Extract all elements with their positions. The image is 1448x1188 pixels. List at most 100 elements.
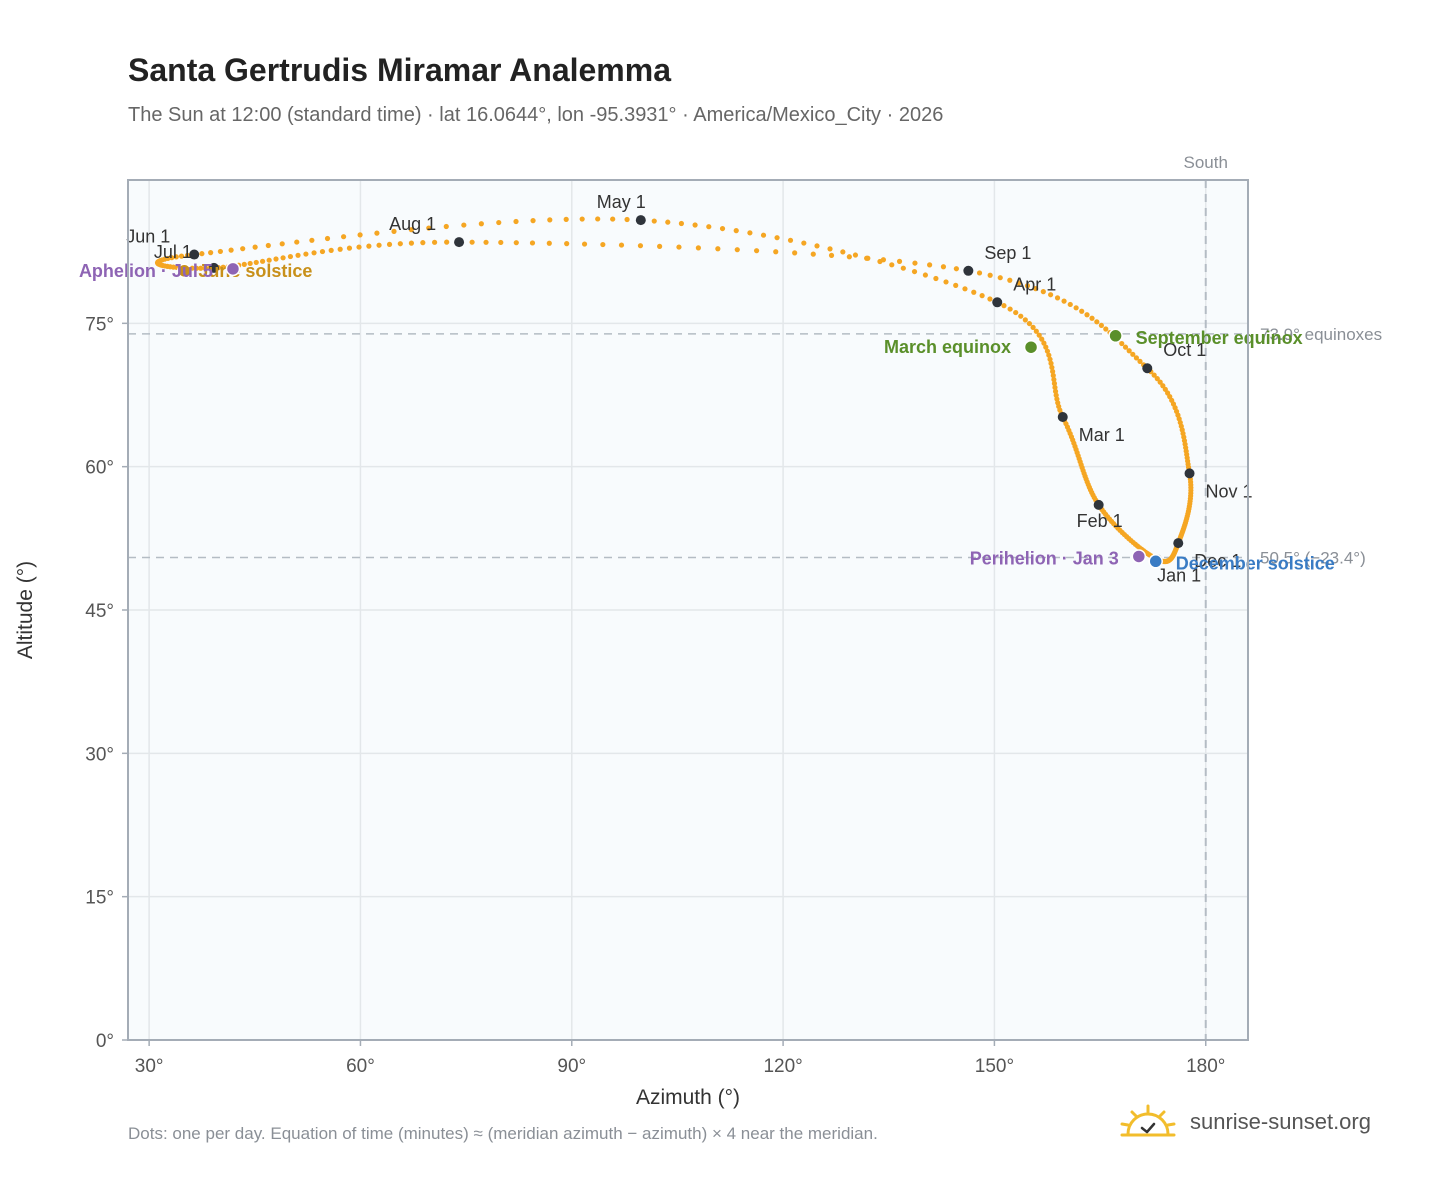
day-dot	[734, 247, 740, 253]
day-dot	[240, 246, 246, 252]
day-dot	[247, 260, 253, 267]
day-dot	[426, 225, 432, 231]
day-dot	[431, 239, 438, 245]
day-dot	[1047, 356, 1053, 362]
day-dot	[346, 245, 353, 251]
day-dot	[657, 243, 663, 249]
day-dot	[443, 223, 449, 230]
day-dot	[595, 216, 601, 222]
day-dot	[178, 253, 185, 259]
day-dot	[1051, 376, 1057, 383]
day-dot	[513, 240, 519, 246]
event-label: December solstice	[1176, 553, 1335, 573]
day-dot	[637, 243, 644, 249]
x-tick-label: 90°	[557, 1056, 586, 1077]
event-marker	[225, 261, 241, 277]
day-dot	[337, 246, 343, 252]
day-dot	[1050, 368, 1056, 375]
day-dot	[356, 244, 362, 250]
event-marker	[177, 263, 192, 279]
day-dot	[1007, 306, 1013, 312]
brand-name: sunrise-sunset.org	[1190, 1109, 1371, 1134]
day-dot	[391, 228, 397, 234]
day-dot	[478, 221, 484, 227]
event-label: Aphelion · Jul 5	[79, 261, 213, 281]
day-dot	[547, 217, 553, 223]
day-dot	[695, 245, 701, 251]
day-dot	[169, 255, 175, 261]
day-dot	[386, 241, 393, 248]
day-dot	[309, 237, 315, 243]
day-dot	[900, 265, 906, 271]
day-dot	[1036, 332, 1042, 338]
day-dot	[864, 255, 870, 261]
brand[interactable]: sunrise-sunset.org	[1120, 1104, 1371, 1140]
day-dot	[1157, 379, 1163, 385]
day-dot	[624, 216, 630, 223]
day-dot	[801, 240, 807, 246]
y-tick-label: 45°	[85, 601, 114, 622]
day-dot	[706, 224, 712, 230]
x-tick-label: 30°	[135, 1056, 164, 1077]
day-dot	[530, 218, 536, 224]
day-dot	[610, 216, 616, 222]
day-dot	[1030, 324, 1036, 330]
day-dot	[1054, 295, 1061, 301]
day-dot	[997, 275, 1003, 281]
month-label: Apr 1	[1013, 274, 1056, 294]
day-dot	[1048, 360, 1054, 366]
day-dot	[1026, 320, 1033, 327]
month-label: Jan 1	[1157, 565, 1201, 585]
day-dot	[1073, 305, 1079, 311]
day-dot	[773, 249, 779, 255]
day-dot	[987, 296, 993, 302]
day-dot	[496, 219, 502, 226]
day-dot	[1013, 309, 1019, 316]
day-dot	[827, 246, 833, 252]
event-markers: March equinox June solstice September equi…	[79, 261, 1335, 573]
day-dot	[241, 261, 247, 267]
day-dot	[962, 286, 968, 292]
event-marker	[1131, 549, 1147, 564]
day-dot	[529, 240, 536, 246]
day-dot	[1048, 292, 1054, 298]
chart-subtitle: The Sun at 12:00 (standard time) · lat 1…	[128, 104, 944, 126]
day-dot	[1154, 376, 1160, 382]
x-tick-label: 120°	[763, 1056, 802, 1077]
day-dot	[1151, 372, 1157, 378]
day-dot	[252, 244, 258, 250]
day-dot	[1061, 298, 1067, 304]
reference-line-label: 50.5° (−23.4°)	[1260, 548, 1366, 567]
day-dot	[943, 279, 949, 285]
day-dot	[1122, 344, 1129, 350]
day-dot	[1001, 303, 1007, 309]
month-label: Jun 1	[126, 227, 170, 247]
day-dot	[193, 265, 200, 271]
day-dot	[303, 251, 309, 257]
day-dot	[1052, 388, 1059, 394]
day-dot	[976, 270, 983, 276]
day-dot	[1089, 315, 1095, 321]
month-label: Sep 1	[984, 243, 1031, 263]
day-dot	[311, 250, 317, 256]
day-dot	[366, 243, 372, 249]
day-dot	[564, 241, 570, 247]
month-marker	[1093, 499, 1104, 510]
day-dot	[665, 219, 671, 225]
meridian-label: South	[1184, 153, 1228, 172]
day-dot	[1067, 301, 1073, 308]
month-label: May 1	[597, 192, 646, 212]
month-marker	[963, 265, 974, 276]
month-marker	[1184, 468, 1195, 479]
day-dot	[444, 239, 450, 245]
chart-title: Santa Gertrudis Miramar Analemma	[128, 52, 671, 88]
day-dot	[357, 232, 363, 238]
month-marker	[1173, 538, 1184, 549]
day-dot	[787, 237, 794, 243]
day-dot	[581, 241, 588, 247]
day-dot	[927, 262, 933, 268]
day-dot	[319, 248, 326, 255]
event-label: September equinox	[1136, 328, 1303, 348]
